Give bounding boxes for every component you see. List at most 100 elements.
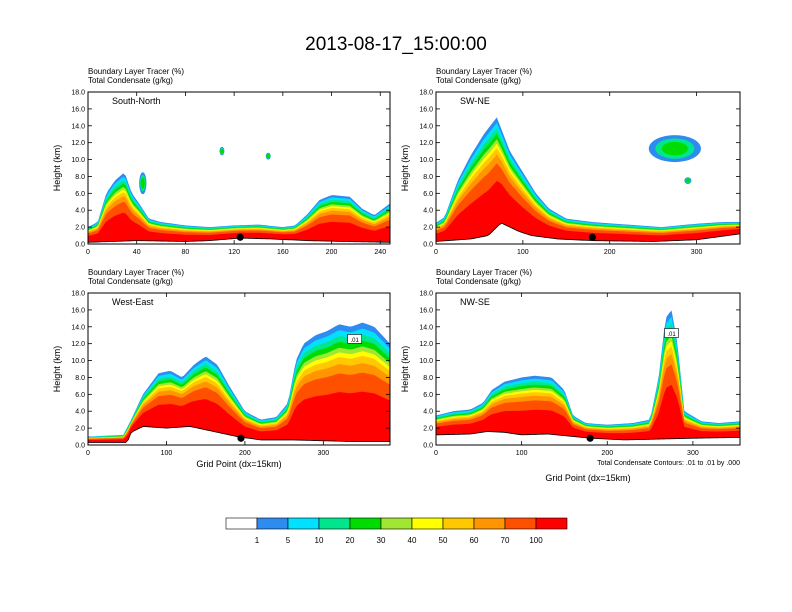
figure-title: 2013-08-17_15:00:00 [305, 34, 487, 55]
panel-subtitle-tracer: Boundary Layer Tracer (%) [88, 67, 184, 76]
plot-frame [87, 292, 391, 446]
y-tick-label: 12.0 [419, 341, 433, 348]
colorbar-label: 100 [529, 536, 543, 545]
colorbar-swatch [380, 517, 413, 530]
panel-subtitle-condensate: Total Condensate (g/kg) [88, 277, 173, 286]
location-marker [586, 434, 594, 442]
y-tick-label: 8.0 [75, 375, 85, 382]
tracer-band-9 [88, 391, 390, 443]
plot-area [88, 146, 390, 244]
panel-subtitle-tracer: Boundary Layer Tracer (%) [436, 67, 532, 76]
contour-label: .01 [667, 332, 676, 338]
y-tick-label: 14.0 [71, 123, 85, 130]
y-tick-label: 6.0 [75, 392, 85, 399]
y-axis-label: Height (km) [52, 145, 62, 192]
y-tick-label: 10.0 [419, 157, 433, 164]
y-tick-label: 2.0 [423, 225, 433, 232]
y-tick-label: 4.0 [423, 208, 433, 215]
y-tick-label: 8.0 [423, 174, 433, 181]
colorbar-swatch [473, 517, 506, 530]
x-tick-label: 200 [604, 249, 616, 256]
colorbar-label: 70 [501, 536, 510, 545]
colorbar-label: 1 [255, 536, 260, 545]
y-tick-label: 12.0 [71, 140, 85, 147]
location-marker [236, 233, 244, 241]
plot-frame [87, 91, 391, 245]
y-tick-label: 0.0 [75, 242, 85, 249]
tracer-band-9 [436, 384, 740, 440]
panel-subtitle-condensate: Total Condensate (g/kg) [436, 277, 521, 286]
colorbar-label: 5 [286, 536, 291, 545]
x-tick-label: 100 [516, 450, 528, 457]
colorbar-label: 50 [439, 536, 448, 545]
panel-subtitle-tracer: Boundary Layer Tracer (%) [436, 268, 532, 277]
x-tick-label: 120 [228, 249, 240, 256]
colorbar-label: 10 [315, 536, 324, 545]
y-tick-label: 16.0 [71, 307, 85, 314]
panel-south-north: 0.0 2.0 4.0 6.0 8.0 10.0 12.0 14.0 16.0 18.0 0 40 80… [52, 67, 391, 256]
y-axis-label: Height (km) [400, 346, 410, 393]
x-axis-label: Grid Point (dx=15km) [545, 473, 630, 483]
x-tick-label: 0 [86, 450, 90, 457]
panel-name: South-North [112, 96, 161, 106]
panel-west-east: .01 0.0 2.0 4.0 6.0 8.0 10.0 12.0 14.0 16.0 18.0 0 1… [52, 268, 391, 469]
tracer-patch-0 [661, 141, 688, 156]
y-tick-label: 2.0 [75, 225, 85, 232]
x-tick-label: 300 [687, 450, 699, 457]
panel-nw-se: .01 0.0 2.0 4.0 6.0 8.0 10.0 12.0 14.0 16.0 18.0 0 1… [400, 268, 741, 483]
contour-label-box [664, 328, 679, 338]
y-axis-label: Height (km) [52, 346, 62, 393]
colorbar-swatch [504, 517, 537, 530]
location-marker [588, 233, 596, 241]
y-tick-label: 14.0 [419, 123, 433, 130]
x-tick-label: 240 [374, 249, 386, 256]
x-tick-label: 0 [86, 249, 90, 256]
panel-sw-ne: 0.0 2.0 4.0 6.0 8.0 10.0 12.0 14.0 16.0 18.0 0 100 2… [400, 67, 741, 256]
panel-name: NW-SE [460, 297, 490, 307]
y-tick-label: 2.0 [423, 426, 433, 433]
colorbar-swatch [287, 517, 320, 530]
y-tick-label: 6.0 [423, 191, 433, 198]
colorbar-swatch [225, 517, 258, 530]
tracer-band-9 [88, 212, 390, 243]
y-tick-label: 16.0 [419, 307, 433, 314]
tracer-band-9 [436, 181, 740, 242]
colorbar: 1 5 10 20 30 40 50 60 70 100 [225, 517, 568, 545]
panel-subtitle-condensate: Total Condensate (g/kg) [88, 76, 173, 85]
y-tick-label: 8.0 [75, 174, 85, 181]
x-tick-label: 200 [601, 450, 613, 457]
colorbar-swatch [318, 517, 351, 530]
panel-name: West-East [112, 297, 154, 307]
plot-frame [435, 91, 741, 245]
y-tick-label: 18.0 [419, 90, 433, 97]
y-tick-label: 8.0 [423, 375, 433, 382]
contour-label: .01 [351, 338, 360, 344]
contour-label-box [347, 334, 363, 344]
contour-footnote: Total Condensate Contours: .01 to .01 by… [597, 460, 740, 467]
colorbar-swatch [411, 517, 444, 530]
x-tick-label: 300 [317, 450, 329, 457]
x-tick-label: 200 [326, 249, 338, 256]
x-tick-label: 0 [434, 249, 438, 256]
x-tick-label: 80 [182, 249, 190, 256]
colorbar-swatch [442, 517, 475, 530]
y-tick-label: 16.0 [71, 106, 85, 113]
plot-area [436, 310, 740, 445]
y-tick-label: 10.0 [419, 358, 433, 365]
tracer-patch-2 [266, 154, 271, 159]
location-marker [237, 434, 245, 442]
plot-frame [435, 292, 741, 446]
y-tick-label: 2.0 [75, 426, 85, 433]
y-tick-label: 16.0 [419, 106, 433, 113]
colorbar-swatch [256, 517, 289, 530]
panel-subtitle-tracer: Boundary Layer Tracer (%) [88, 268, 184, 277]
tracer-patch-1 [219, 149, 224, 154]
y-tick-label: 10.0 [71, 358, 85, 365]
y-tick-label: 12.0 [419, 140, 433, 147]
y-tick-label: 10.0 [71, 157, 85, 164]
y-tick-label: 6.0 [423, 392, 433, 399]
y-tick-label: 4.0 [75, 409, 85, 416]
colorbar-label: 20 [346, 536, 355, 545]
y-tick-label: 18.0 [71, 90, 85, 97]
